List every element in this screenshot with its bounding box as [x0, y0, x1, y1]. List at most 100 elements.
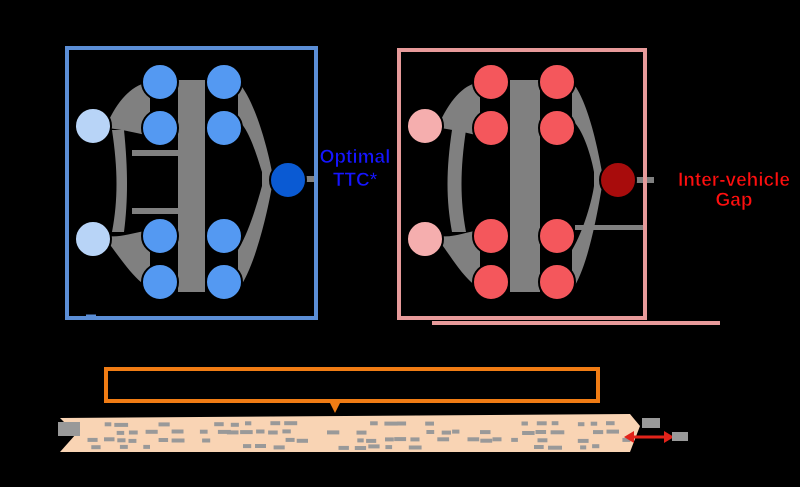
right-connections — [440, 80, 654, 292]
road-vehicle — [119, 444, 128, 449]
left-conn-output — [238, 82, 272, 290]
road-vehicle — [425, 421, 434, 426]
right-input-node — [406, 107, 444, 145]
right-conn-hidden — [510, 80, 540, 292]
left-output-node — [269, 161, 307, 199]
road-vehicle — [441, 430, 451, 435]
right-hidden-node — [472, 263, 510, 301]
left-input-node — [74, 107, 112, 145]
road-vehicle — [256, 429, 265, 434]
road-vehicle — [268, 430, 278, 435]
left-conn-input2 — [108, 230, 150, 288]
road-vehicles — [87, 421, 631, 450]
road-vehicle — [270, 421, 281, 426]
road-vehicle — [394, 437, 407, 442]
road-vehicle — [368, 444, 380, 449]
right-input-node — [406, 220, 444, 258]
time-window-bar — [104, 367, 600, 413]
road-vehicle — [492, 437, 502, 442]
road-vehicle — [273, 445, 285, 450]
left-output-label-line1: Optimal — [320, 147, 391, 168]
left-hidden-node — [205, 263, 243, 301]
road-vehicle — [550, 430, 565, 435]
road-vehicle — [171, 429, 184, 434]
road-vehicle — [240, 430, 253, 435]
right-hidden-node — [538, 63, 576, 101]
road-vehicle — [296, 438, 308, 443]
road-vehicle — [199, 429, 208, 434]
right-conn-out-stub — [630, 177, 654, 183]
road-vehicle — [385, 445, 393, 450]
road-vehicle — [91, 445, 101, 450]
road-vehicle — [366, 438, 377, 443]
road-vehicle — [385, 437, 394, 442]
right-output-label-line2: Gap — [716, 190, 753, 211]
left-connections — [108, 80, 318, 292]
left-conn-input1 — [108, 82, 150, 136]
road-vehicle — [158, 422, 170, 427]
gap-arrow-head-right — [664, 431, 674, 443]
right-conn-bar — [575, 225, 645, 230]
road-vehicle — [357, 438, 364, 443]
road-vehicle — [282, 429, 291, 434]
road-vehicle — [534, 445, 544, 449]
road-vehicle — [202, 438, 211, 443]
road-vehicle — [622, 437, 631, 442]
road-vehicle — [580, 445, 587, 450]
road-vehicle — [384, 421, 398, 426]
left-hidden-node — [141, 63, 179, 101]
road-end-block-right — [642, 418, 660, 428]
right-hidden-node — [538, 217, 576, 255]
road-vehicle — [480, 438, 493, 443]
road-vehicle — [593, 430, 604, 435]
right-hidden-node — [472, 109, 510, 147]
road-vehicle — [327, 430, 340, 435]
road-vehicle — [537, 438, 548, 443]
left-conn-bar1 — [132, 150, 192, 156]
right-conn-input1 — [440, 82, 480, 136]
road-strip — [58, 414, 688, 452]
left-conn-cross — [112, 130, 127, 232]
road-vehicle — [606, 421, 615, 426]
road-vehicle — [592, 444, 600, 449]
gap-vehicle-block — [672, 432, 688, 441]
left-conn-out-stub — [304, 176, 318, 182]
road-vehicle — [535, 430, 547, 434]
road-vehicle — [285, 437, 295, 442]
road-vehicle — [577, 438, 589, 443]
road-vehicle — [577, 422, 585, 427]
road-vehicle — [171, 438, 185, 443]
road-vehicle — [511, 437, 518, 442]
road-vehicle — [480, 430, 491, 435]
road-vehicle — [521, 421, 528, 426]
road-end-block-left — [58, 422, 80, 436]
left-input-node — [74, 220, 112, 258]
road-vehicle — [128, 438, 137, 443]
road-vehicle — [548, 445, 562, 450]
road-vehicle — [117, 438, 126, 443]
road-vehicle — [452, 429, 460, 434]
road-vehicle — [590, 421, 598, 426]
right-conn-cross — [447, 130, 466, 232]
road-vehicle — [284, 421, 298, 426]
gap-arrow-head-left — [624, 431, 634, 443]
left-hidden-node — [141, 217, 179, 255]
road-vehicle — [356, 430, 367, 435]
road-vehicle — [245, 421, 252, 426]
road-vehicle — [426, 430, 435, 434]
left-hidden-node — [141, 263, 179, 301]
road-vehicle — [243, 444, 252, 449]
road-vehicle — [410, 437, 420, 442]
road-vehicle — [104, 437, 115, 442]
right-hidden-node — [538, 263, 576, 301]
right-output-label-line1: Inter-vehicle — [678, 170, 790, 191]
road-vehicle — [158, 438, 169, 442]
road-vehicle — [145, 429, 158, 434]
left-output-label-line2: TTC* — [333, 170, 378, 191]
road-vehicle — [467, 437, 480, 442]
road-vehicle — [522, 431, 535, 435]
road-vehicle — [128, 430, 138, 435]
road-vehicle — [338, 445, 349, 450]
road-vehicle — [255, 444, 266, 448]
road-vehicle — [104, 422, 112, 427]
